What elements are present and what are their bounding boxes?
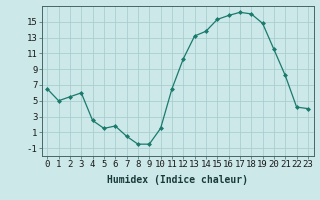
X-axis label: Humidex (Indice chaleur): Humidex (Indice chaleur) [107, 175, 248, 185]
